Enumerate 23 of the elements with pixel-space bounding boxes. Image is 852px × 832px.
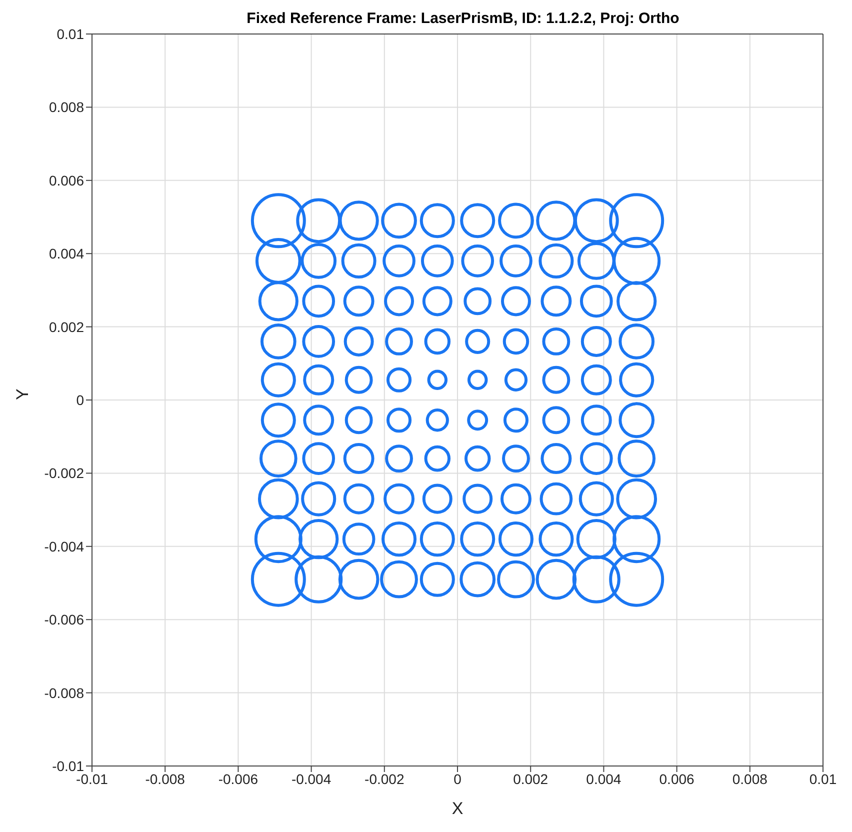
x-tick-label: 0.01 (809, 770, 837, 787)
y-tick-label: 0.004 (48, 246, 84, 262)
y-tick-label: -0.006 (44, 612, 84, 628)
x-tick-label: 0.008 (732, 770, 768, 787)
x-tick-label: -0.008 (145, 770, 186, 787)
x-axis-title: X (452, 799, 464, 818)
y-tick-label: 0.01 (56, 26, 84, 42)
y-tick-label: 0.006 (48, 172, 84, 188)
x-tick-label: -0.004 (291, 770, 332, 787)
y-tick-label: 0 (76, 392, 84, 408)
chart-title: Fixed Reference Frame: LaserPrismB, ID: 1.1.2.2, Proj: Ortho (246, 10, 680, 27)
x-tick-label: 0.004 (586, 770, 622, 787)
x-tick-label: 0.006 (659, 770, 695, 787)
y-tick-label: -0.002 (44, 465, 84, 482)
y-axis-title: Y (13, 388, 32, 400)
x-tick-label: -0.002 (364, 770, 404, 787)
x-tick-label: -0.006 (218, 770, 258, 787)
y-tick-label: -0.008 (44, 684, 84, 701)
x-tick-label: 0 (454, 770, 462, 787)
y-tick-label: 0.002 (48, 318, 84, 335)
x-tick-label: 0.002 (513, 770, 548, 787)
y-tick-label: -0.004 (44, 538, 84, 554)
y-tick-label: 0.008 (48, 99, 84, 116)
